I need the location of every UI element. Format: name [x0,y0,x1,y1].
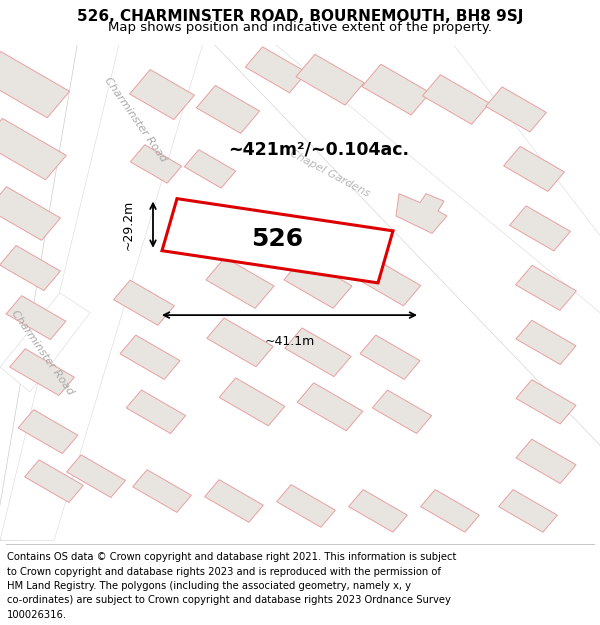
Text: to Crown copyright and database rights 2023 and is reproduced with the permissio: to Crown copyright and database rights 2… [7,567,441,577]
Polygon shape [360,335,420,379]
Text: Map shows position and indicative extent of the property.: Map shows position and indicative extent… [108,21,492,34]
Polygon shape [0,246,61,291]
Polygon shape [362,64,430,115]
Text: Contains OS data © Crown copyright and database right 2021. This information is : Contains OS data © Crown copyright and d… [7,552,457,562]
Polygon shape [396,194,447,233]
Text: Chapel Gardens: Chapel Gardens [289,149,371,199]
Polygon shape [206,258,274,308]
Polygon shape [67,455,125,498]
Polygon shape [515,266,577,311]
Polygon shape [133,470,191,512]
Polygon shape [499,489,557,532]
Polygon shape [10,349,74,396]
Text: ~421m²/~0.104ac.: ~421m²/~0.104ac. [228,140,409,158]
Polygon shape [516,380,576,424]
Polygon shape [296,54,364,105]
Polygon shape [509,206,571,251]
Polygon shape [485,87,547,132]
Polygon shape [0,51,70,118]
Polygon shape [270,40,600,318]
Polygon shape [162,199,393,283]
Text: 526, CHARMINSTER ROAD, BOURNEMOUTH, BH8 9SJ: 526, CHARMINSTER ROAD, BOURNEMOUTH, BH8 … [77,9,523,24]
Polygon shape [219,378,285,426]
Polygon shape [0,118,66,180]
Polygon shape [120,335,180,379]
Polygon shape [349,489,407,532]
Polygon shape [422,75,490,124]
Polygon shape [18,409,78,454]
Polygon shape [0,187,61,241]
Text: co-ordinates) are subject to Crown copyright and database rights 2023 Ordnance S: co-ordinates) are subject to Crown copyr… [7,596,451,606]
Polygon shape [6,296,66,339]
Polygon shape [297,383,363,431]
Polygon shape [373,390,431,434]
Polygon shape [184,150,236,188]
Text: 100026316.: 100026316. [7,610,67,620]
Polygon shape [207,318,273,367]
Polygon shape [0,40,180,541]
Polygon shape [25,460,83,503]
Polygon shape [516,320,576,364]
Polygon shape [180,40,600,451]
Text: ~29.2m: ~29.2m [122,199,135,250]
Polygon shape [245,47,307,92]
Text: ~41.1m: ~41.1m [265,335,314,348]
Polygon shape [277,484,335,528]
Text: 526: 526 [251,228,303,251]
Polygon shape [130,69,194,119]
Polygon shape [0,40,204,541]
Text: HM Land Registry. The polygons (including the associated geometry, namely x, y: HM Land Registry. The polygons (includin… [7,581,411,591]
Polygon shape [130,145,182,183]
Polygon shape [421,489,479,532]
Polygon shape [127,390,185,434]
Text: Charminster Road: Charminster Road [9,308,75,396]
Polygon shape [284,258,352,308]
Polygon shape [113,280,175,325]
Polygon shape [503,146,565,191]
Polygon shape [196,86,260,133]
Polygon shape [359,260,421,306]
Polygon shape [205,479,263,522]
Polygon shape [285,328,351,377]
Polygon shape [516,439,576,484]
Text: Charminster Road: Charminster Road [102,75,168,164]
Polygon shape [0,292,90,392]
